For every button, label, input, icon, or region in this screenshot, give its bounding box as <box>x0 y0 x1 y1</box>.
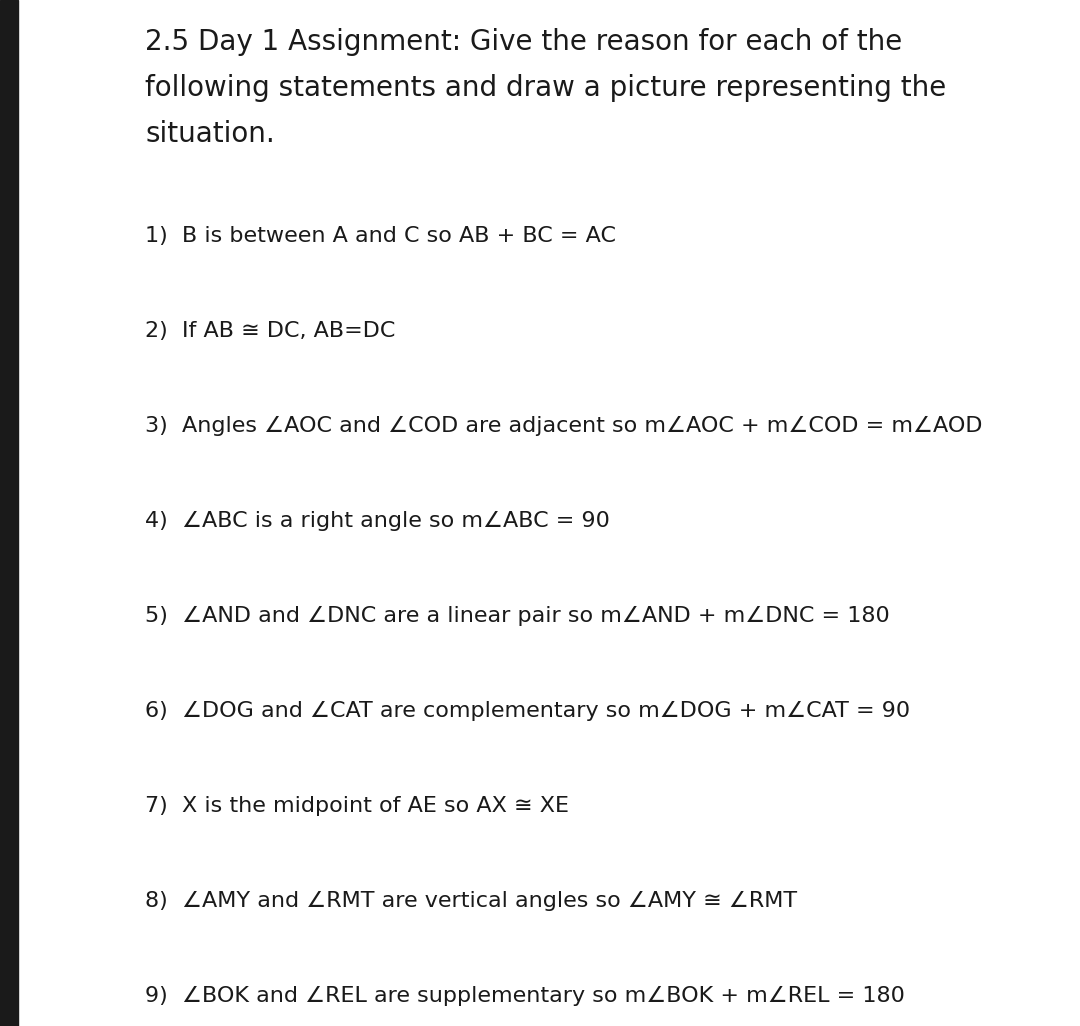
Text: 8)  ∠AMY and ∠RMT are vertical angles so ∠AMY ≅ ∠RMT: 8) ∠AMY and ∠RMT are vertical angles so … <box>145 891 797 911</box>
Text: 4)  ∠ABC is a right angle so m∠ABC = 90: 4) ∠ABC is a right angle so m∠ABC = 90 <box>145 511 610 531</box>
Text: 7)  X is the midpoint of AE so AX ≅ XE: 7) X is the midpoint of AE so AX ≅ XE <box>145 796 569 816</box>
Text: 3)  Angles ∠AOC and ∠COD are adjacent so m∠AOC + m∠COD = m∠AOD: 3) Angles ∠AOC and ∠COD are adjacent so … <box>145 416 983 436</box>
Text: 9)  ∠BOK and ∠REL are supplementary so m∠BOK + m∠REL = 180: 9) ∠BOK and ∠REL are supplementary so m∠… <box>145 986 905 1007</box>
Text: situation.: situation. <box>145 120 274 148</box>
Text: 2.5 Day 1 Assignment: Give the reason for each of the: 2.5 Day 1 Assignment: Give the reason fo… <box>145 28 902 56</box>
Text: 1)  B is between A and C so AB + BC = AC: 1) B is between A and C so AB + BC = AC <box>145 226 616 246</box>
Text: 2)  If AB ≅ DC, AB=DC: 2) If AB ≅ DC, AB=DC <box>145 321 395 341</box>
Text: 5)  ∠AND and ∠DNC are a linear pair so m∠AND + m∠DNC = 180: 5) ∠AND and ∠DNC are a linear pair so m∠… <box>145 606 890 626</box>
Text: 6)  ∠DOG and ∠CAT are complementary so m∠DOG + m∠CAT = 90: 6) ∠DOG and ∠CAT are complementary so m∠… <box>145 701 910 721</box>
Text: following statements and draw a picture representing the: following statements and draw a picture … <box>145 74 946 102</box>
